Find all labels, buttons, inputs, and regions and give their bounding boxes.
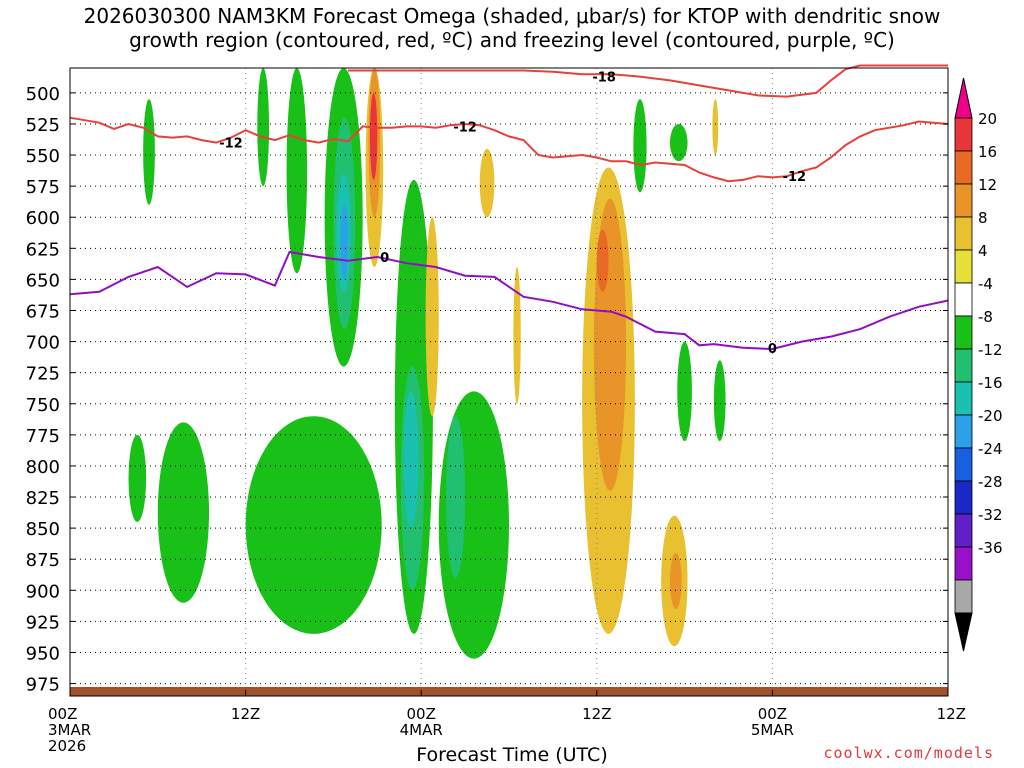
colorbar-tick-label: -16 xyxy=(978,374,1003,392)
colorbar-segment xyxy=(954,183,973,218)
omega-region-22 xyxy=(633,99,647,193)
colorbar-segment xyxy=(954,480,973,515)
colorbar-segment xyxy=(954,447,973,482)
colorbar-tick-label: -28 xyxy=(978,473,1003,491)
omega-region-13 xyxy=(425,217,439,417)
omega-region-30 xyxy=(712,99,719,156)
y-tick-label: 925 xyxy=(26,612,60,633)
terrain-strip xyxy=(70,687,948,696)
colorbar-tick-label: 20 xyxy=(978,110,997,128)
colorbar-segment xyxy=(954,348,973,383)
omega-region-1 xyxy=(257,68,270,187)
y-tick-label: 575 xyxy=(26,177,60,198)
x-tick-label: 4MAR xyxy=(400,721,443,739)
colorbar-tick-label: -36 xyxy=(978,539,1003,557)
omega-region-26 xyxy=(128,434,147,522)
omega-region-25 xyxy=(669,552,682,609)
y-tick-label: 625 xyxy=(26,239,60,260)
colorbar-segment xyxy=(954,216,973,251)
colorbar-tick-label: 8 xyxy=(978,209,988,227)
omega-region-28 xyxy=(677,341,692,442)
y-tick-label: 525 xyxy=(26,115,60,136)
colorbar-tick-label: -8 xyxy=(978,308,993,326)
colorbar-tick-label: -24 xyxy=(978,440,1003,458)
omega-region-9 xyxy=(369,92,378,180)
x-tick-label: 3MAR xyxy=(48,721,91,739)
omega-region-21 xyxy=(596,229,609,292)
colorbar-segment xyxy=(954,282,973,317)
contour-line-2 xyxy=(348,64,948,98)
x-tick-label: 2026 xyxy=(48,737,86,755)
colorbar-segment xyxy=(954,546,973,581)
chart-title: 2026030300 NAM3KM Forecast Omega (shaded… xyxy=(0,4,1024,52)
y-tick-label: 800 xyxy=(26,457,60,478)
y-tick-label: 700 xyxy=(26,333,60,354)
plot-frame xyxy=(69,67,949,697)
dendritic-label-2: -12 xyxy=(453,120,477,135)
x-tick-label: 00Z xyxy=(48,705,77,723)
x-tick-label: 12Z xyxy=(231,705,260,723)
x-tick-label: 12Z xyxy=(937,705,966,723)
omega-region-2 xyxy=(286,67,308,274)
x-axis-label: Forecast Time (UTC) xyxy=(416,744,608,766)
y-tick-label: 650 xyxy=(26,270,60,291)
contour-line-1 xyxy=(69,116,949,183)
colorbar-tick-label: -4 xyxy=(978,275,993,293)
y-tick-label: 875 xyxy=(26,550,60,571)
y-tick-label: 675 xyxy=(26,301,60,322)
chart-title-line2: growth region (contoured, red, ºC) and f… xyxy=(129,28,895,52)
freezing-label-1: 0 xyxy=(380,251,389,266)
colorbar-tick-label: -12 xyxy=(978,341,1003,359)
omega-region-12 xyxy=(403,391,419,529)
colorbar-tick-label: 12 xyxy=(978,176,997,194)
colorbar-bottom-arrow xyxy=(954,612,973,652)
dendritic-label-4: -18 xyxy=(592,71,616,86)
colorbar-tick-label: -20 xyxy=(978,407,1003,425)
y-tick-label: 900 xyxy=(26,581,60,602)
omega-region-14 xyxy=(245,416,382,634)
x-tick-label: 5MAR xyxy=(751,721,794,739)
colorbar-top-arrow xyxy=(954,77,973,119)
colorbar-tick-label: -32 xyxy=(978,506,1003,524)
dendritic-label-3: -12 xyxy=(783,170,807,185)
colorbar-tick-label: 4 xyxy=(978,242,988,260)
colorbar-segment xyxy=(954,150,973,185)
y-tick-label: 750 xyxy=(26,395,60,416)
dendritic-label-1: -12 xyxy=(219,137,243,152)
y-tick-label: 850 xyxy=(26,519,60,540)
colorbar-segment xyxy=(954,381,973,416)
omega-region-0 xyxy=(143,99,155,205)
colorbar-segment xyxy=(954,579,973,614)
x-tick-label: 00Z xyxy=(758,705,787,723)
x-tick-label: 12Z xyxy=(582,705,611,723)
omega-region-27 xyxy=(157,422,210,603)
colorbar-tick-label: 16 xyxy=(978,143,997,161)
chart-title-line1: 2026030300 NAM3KM Forecast Omega (shaded… xyxy=(83,4,941,28)
y-tick-label: 825 xyxy=(26,488,60,509)
omega-region-29 xyxy=(713,360,726,442)
y-tick-label: 600 xyxy=(26,208,60,229)
y-tick-label: 950 xyxy=(26,643,60,664)
omega-region-18 xyxy=(513,266,521,404)
y-tick-label: 775 xyxy=(26,426,60,447)
plot-area xyxy=(70,68,948,696)
y-tick-label: 500 xyxy=(26,84,60,105)
freezing-label-2: 0 xyxy=(768,342,777,357)
x-tick-label: 00Z xyxy=(407,705,436,723)
colorbar-segment xyxy=(954,513,973,548)
colorbar-segment xyxy=(954,249,973,284)
colorbar-segment xyxy=(954,117,973,152)
y-tick-label: 550 xyxy=(26,146,60,167)
credit-text: coolwx.com/models xyxy=(823,744,994,762)
omega-region-23 xyxy=(669,123,688,162)
omega-region-17 xyxy=(479,148,495,218)
contour-line-0 xyxy=(69,250,949,351)
y-tick-label: 975 xyxy=(26,675,60,696)
y-tick-label: 725 xyxy=(26,364,60,385)
omega-region-6 xyxy=(340,204,349,280)
colorbar-segment xyxy=(954,315,973,350)
colorbar-segment xyxy=(954,414,973,449)
